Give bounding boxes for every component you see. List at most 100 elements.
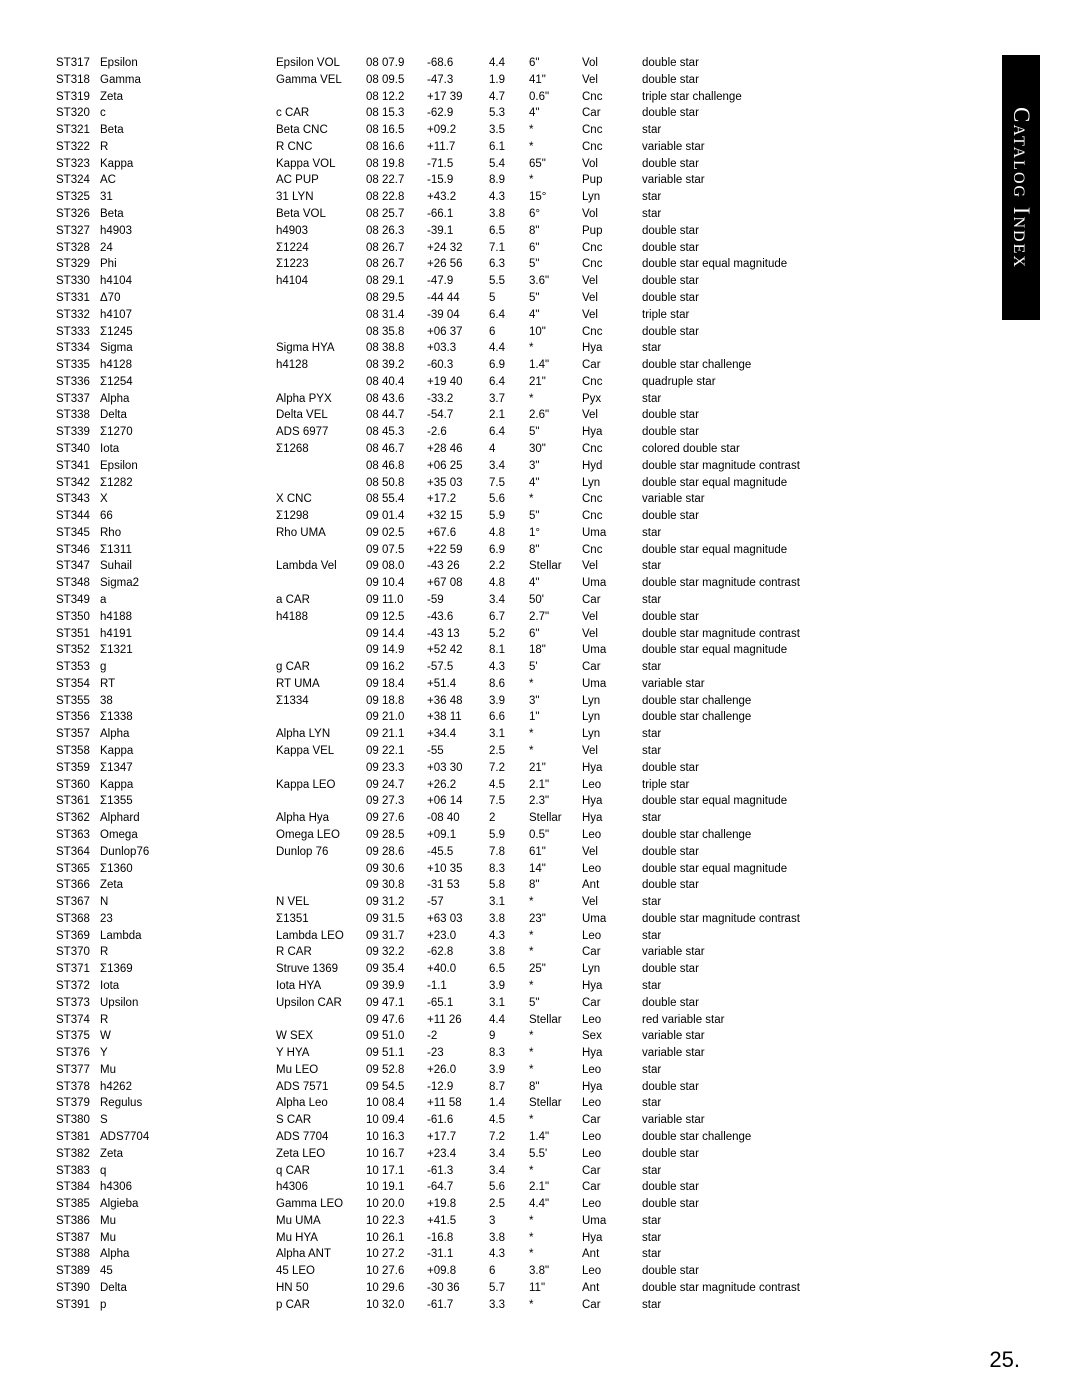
- cell-type: star: [642, 1297, 1020, 1314]
- cell-mag: 2.2: [489, 558, 529, 575]
- table-row: ST378h4262ADS 757109 54.5-12.98.78"Hyado…: [56, 1079, 1020, 1096]
- cell-con: Vel: [582, 844, 642, 861]
- cell-con: Vol: [582, 156, 642, 173]
- cell-mag: 3.8: [489, 1230, 529, 1247]
- cell-ra: 09 31.5: [366, 911, 427, 928]
- cell-name: Beta: [100, 122, 276, 139]
- cell-mag: 6.1: [489, 139, 529, 156]
- cell-id: ST328: [56, 240, 100, 257]
- cell-designation: [276, 290, 366, 307]
- cell-type: double star equal magnitude: [642, 793, 1020, 810]
- cell-id: ST362: [56, 810, 100, 827]
- cell-sep: *: [529, 743, 582, 760]
- cell-ra: 09 02.5: [366, 525, 427, 542]
- cell-sep: 41": [529, 72, 582, 89]
- cell-name: a: [100, 592, 276, 609]
- table-row: ST331Δ7008 29.5-44 4455"Veldouble star: [56, 290, 1020, 307]
- cell-mag: 3.3: [489, 1297, 529, 1314]
- cell-dec: +26.2: [427, 777, 489, 794]
- cell-designation: S CAR: [276, 1112, 366, 1129]
- table-row: ST318GammaGamma VEL08 09.5-47.31.941"Vel…: [56, 72, 1020, 89]
- table-row: ST371Σ1369Struve 136909 35.4+40.06.525"L…: [56, 961, 1020, 978]
- cell-ra: 09 27.6: [366, 810, 427, 827]
- cell-con: Leo: [582, 827, 642, 844]
- table-row: ST364Dunlop76Dunlop 7609 28.6-45.57.861"…: [56, 844, 1020, 861]
- cell-name: ADS7704: [100, 1129, 276, 1146]
- cell-designation: Kappa VEL: [276, 743, 366, 760]
- table-row: ST339Σ1270ADS 697708 45.3-2.66.45"Hyadou…: [56, 424, 1020, 441]
- cell-dec: +24 32: [427, 240, 489, 257]
- cell-designation: [276, 793, 366, 810]
- cell-name: S: [100, 1112, 276, 1129]
- cell-sep: 23": [529, 911, 582, 928]
- cell-name: AC: [100, 172, 276, 189]
- cell-mag: 3.1: [489, 995, 529, 1012]
- cell-id: ST327: [56, 223, 100, 240]
- cell-id: ST338: [56, 407, 100, 424]
- cell-designation: [276, 1012, 366, 1029]
- cell-dec: -43.6: [427, 609, 489, 626]
- cell-con: Lyn: [582, 189, 642, 206]
- cell-type: variable star: [642, 676, 1020, 693]
- cell-designation: h4306: [276, 1179, 366, 1196]
- table-row: ST319Zeta08 12.2+17 394.70.6"Cnctriple s…: [56, 89, 1020, 106]
- cell-mag: 3.4: [489, 458, 529, 475]
- cell-con: Uma: [582, 525, 642, 542]
- cell-ra: 08 50.8: [366, 475, 427, 492]
- cell-type: double star: [642, 760, 1020, 777]
- cell-name: R: [100, 944, 276, 961]
- cell-name: h4262: [100, 1079, 276, 1096]
- cell-dec: +09.2: [427, 122, 489, 139]
- cell-id: ST336: [56, 374, 100, 391]
- cell-name: Rho: [100, 525, 276, 542]
- table-row: ST352Σ132109 14.9+52 428.118"Umadouble s…: [56, 642, 1020, 659]
- cell-con: Uma: [582, 676, 642, 693]
- cell-ra: 08 09.5: [366, 72, 427, 89]
- cell-dec: +38 11: [427, 709, 489, 726]
- cell-id: ST364: [56, 844, 100, 861]
- cell-id: ST382: [56, 1146, 100, 1163]
- cell-mag: 2: [489, 810, 529, 827]
- cell-type: double star: [642, 290, 1020, 307]
- cell-id: ST358: [56, 743, 100, 760]
- cell-type: double star equal magnitude: [642, 256, 1020, 273]
- cell-id: ST376: [56, 1045, 100, 1062]
- cell-dec: +51.4: [427, 676, 489, 693]
- cell-designation: [276, 877, 366, 894]
- cell-designation: Σ1268: [276, 441, 366, 458]
- cell-id: ST370: [56, 944, 100, 961]
- cell-id: ST323: [56, 156, 100, 173]
- cell-dec: +26 56: [427, 256, 489, 273]
- cell-id: ST371: [56, 961, 100, 978]
- cell-id: ST347: [56, 558, 100, 575]
- cell-ra: 08 35.8: [366, 324, 427, 341]
- cell-mag: 3.4: [489, 592, 529, 609]
- cell-id: ST351: [56, 626, 100, 643]
- table-row: ST336Σ125408 40.4+19 406.421"Cncquadrupl…: [56, 374, 1020, 391]
- table-row: ST3253131 LYN08 22.8+43.24.315°Lynstar: [56, 189, 1020, 206]
- table-row: ST337AlphaAlpha PYX08 43.6-33.23.7*Pyxst…: [56, 391, 1020, 408]
- cell-designation: Kappa VOL: [276, 156, 366, 173]
- cell-con: Car: [582, 1297, 642, 1314]
- cell-mag: 2.5: [489, 743, 529, 760]
- table-row: ST365Σ136009 30.6+10 358.314"Leodouble s…: [56, 861, 1020, 878]
- cell-name: Δ70: [100, 290, 276, 307]
- cell-dec: -08 40: [427, 810, 489, 827]
- cell-ra: 08 43.6: [366, 391, 427, 408]
- cell-con: Vol: [582, 206, 642, 223]
- cell-name: h4188: [100, 609, 276, 626]
- cell-name: Σ1245: [100, 324, 276, 341]
- cell-type: double star: [642, 407, 1020, 424]
- cell-name: Zeta: [100, 877, 276, 894]
- cell-mag: 6.9: [489, 542, 529, 559]
- cell-type: colored double star: [642, 441, 1020, 458]
- cell-dec: -39 04: [427, 307, 489, 324]
- cell-designation: Mu HYA: [276, 1230, 366, 1247]
- cell-designation: Omega LEO: [276, 827, 366, 844]
- cell-con: Pup: [582, 223, 642, 240]
- cell-dec: -55: [427, 743, 489, 760]
- cell-name: Phi: [100, 256, 276, 273]
- cell-name: R: [100, 1012, 276, 1029]
- cell-con: Cnc: [582, 491, 642, 508]
- table-row: ST360KappaKappa LEO09 24.7+26.24.52.1"Le…: [56, 777, 1020, 794]
